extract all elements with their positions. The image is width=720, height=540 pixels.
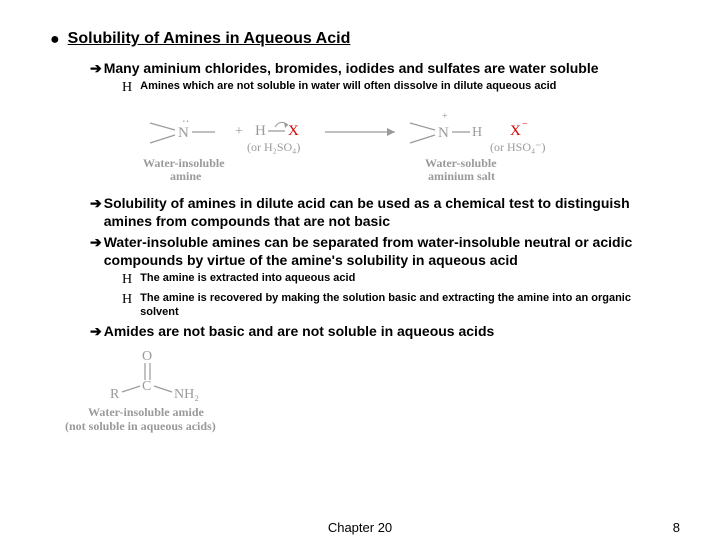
arrow-icon: ➔: [90, 194, 102, 212]
arrow-icon: ➔: [90, 322, 102, 340]
point-4-text: Amides are not basic and are not soluble…: [104, 322, 670, 340]
svg-text:O: O: [142, 349, 152, 364]
svg-text:aminium salt: aminium salt: [428, 169, 495, 183]
svg-text:(or H₂SO₄): (or H₂SO₄): [247, 140, 300, 154]
arrow-icon: ➔: [90, 233, 102, 251]
svg-text:−: −: [522, 119, 528, 130]
point-2-text: Solubility of amines in dilute acid can …: [104, 194, 670, 230]
script-icon: H: [122, 271, 132, 289]
footer-page: 8: [673, 520, 680, 535]
svg-text:N: N: [438, 125, 449, 141]
point-3: ➔ Water-insoluble amines can be separate…: [90, 233, 670, 269]
svg-text:H: H: [255, 123, 266, 139]
svg-text:(or HSO₄⁻): (or HSO₄⁻): [490, 140, 546, 154]
bullet-icon: ●: [50, 30, 60, 51]
point-3a-text: The amine is extracted into aqueous acid: [140, 271, 670, 285]
point-3b-text: The amine is recovered by making the sol…: [140, 291, 670, 320]
svg-text:R: R: [110, 387, 120, 402]
svg-text:(not soluble in aqueous acids): (not soluble in aqueous acids): [65, 419, 216, 433]
svg-text:N: N: [178, 125, 189, 141]
point-1a: H Amines which are not soluble in water …: [122, 79, 670, 97]
svg-text:C: C: [142, 379, 151, 394]
svg-text:X: X: [510, 123, 521, 139]
script-icon: H: [122, 291, 132, 309]
title-row: ● Solubility of Amines in Aqueous Acid: [50, 30, 670, 51]
svg-text:NH₂: NH₂: [174, 387, 199, 402]
svg-text:X: X: [288, 123, 299, 139]
svg-text:Water-soluble: Water-soluble: [425, 156, 497, 170]
svg-text:Water-insoluble: Water-insoluble: [143, 156, 225, 170]
point-1a-text: Amines which are not soluble in water wi…: [140, 79, 670, 93]
point-4: ➔ Amides are not basic and are not solub…: [90, 322, 670, 340]
point-1-text: Many aminium chlorides, bromides, iodide…: [104, 59, 670, 77]
slide-title: Solubility of Amines in Aqueous Acid: [68, 30, 351, 48]
script-icon: H: [122, 79, 132, 97]
amide-diagram: O R C NH₂ Water-insoluble amide (not sol…: [50, 348, 250, 436]
point-3b: H The amine is recovered by making the s…: [122, 291, 670, 320]
svg-text:H: H: [472, 125, 482, 140]
point-1: ➔ Many aminium chlorides, bromides, iodi…: [90, 59, 670, 77]
svg-text:Water-insoluble amide: Water-insoluble amide: [88, 405, 205, 419]
point-3-text: Water-insoluble amines can be separated …: [104, 233, 670, 269]
svg-text:+: +: [442, 111, 448, 122]
reaction-diagram: ‥ N + H X (or H₂SO₄) + N H X − (or HSO₄⁻…: [140, 105, 570, 183]
arrow-icon: ➔: [90, 59, 102, 77]
footer-chapter: Chapter 20: [328, 520, 392, 535]
svg-text:+: +: [235, 124, 243, 139]
svg-text:amine: amine: [170, 169, 202, 183]
svg-text:‥: ‥: [182, 113, 189, 125]
point-3a: H The amine is extracted into aqueous ac…: [122, 271, 670, 289]
point-2: ➔ Solubility of amines in dilute acid ca…: [90, 194, 670, 230]
